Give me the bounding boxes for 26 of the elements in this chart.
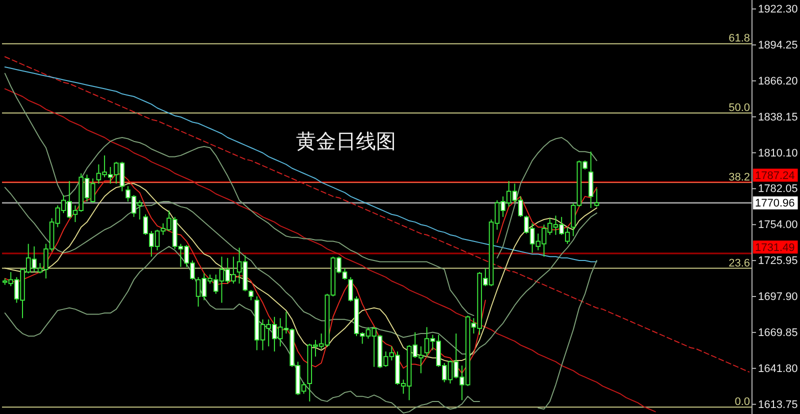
annotation: 0.0 [734, 396, 750, 408]
candlestick [594, 188, 600, 208]
ref-line-label: 1770.96 [755, 198, 795, 210]
annotation: 23.6 [728, 257, 750, 270]
line-series [4, 56, 750, 372]
annotation: 61.8 [728, 32, 750, 45]
text: 黄金日线图 [296, 129, 396, 153]
line-series [4, 88, 656, 412]
y-tick-label: 1866.20 [758, 75, 798, 88]
annotation: 50.0 [728, 102, 750, 114]
candlestick [248, 289, 254, 301]
y-tick-label: 1838.15 [758, 111, 798, 124]
y-tick-label: 1922.30 [758, 3, 798, 16]
y-tick-label: 1669.85 [758, 326, 798, 339]
y-tick-label: 1894.25 [758, 39, 798, 52]
y-tick-label: 1613.75 [758, 398, 798, 411]
line-series [4, 66, 598, 262]
y-tick-label: 1697.90 [758, 291, 798, 304]
y-tick-label: 1782.05 [758, 183, 798, 196]
y-tick-label: 1810.10 [758, 147, 798, 160]
y-tick-label: 1641.80 [758, 362, 798, 375]
ref-line-label: 1787.24 [755, 170, 795, 182]
y-tick-label: 1754.00 [758, 219, 798, 232]
ref-line-label: 1731.49 [755, 242, 795, 254]
annotation: 38.2 [728, 171, 750, 184]
y-tick-label: 1725.95 [758, 255, 798, 268]
